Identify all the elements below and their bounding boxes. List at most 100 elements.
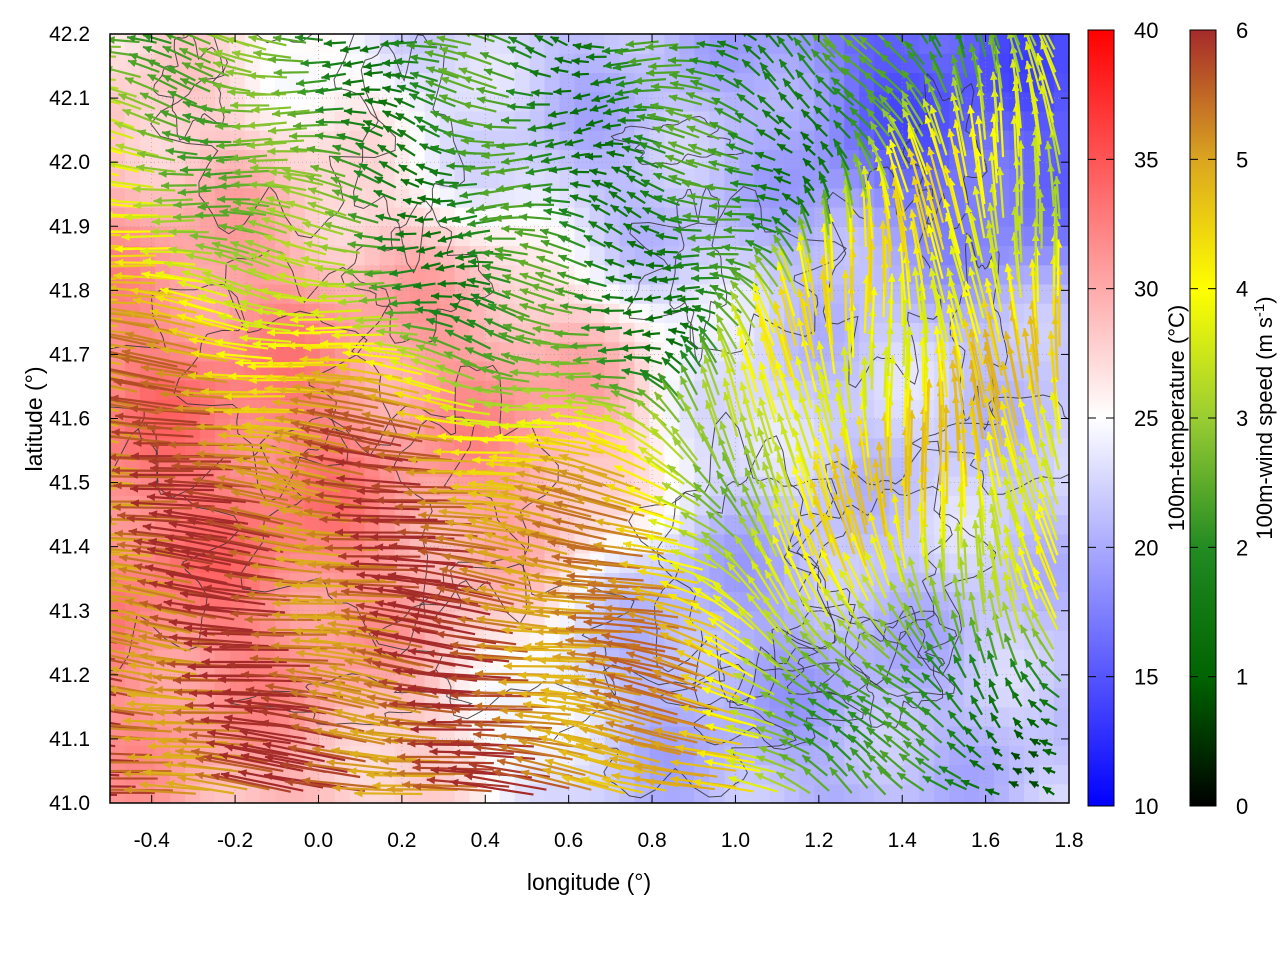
heatmap-cell (469, 34, 486, 54)
wind-arrow-head (78, 774, 86, 782)
wind-arrow-head (90, 603, 99, 611)
wind-arrow-shaft (110, 78, 116, 82)
heatmap-cell (604, 380, 621, 400)
heatmap-cell (919, 783, 935, 803)
wind-arrow-head (99, 724, 107, 732)
wind-arrow-head (82, 448, 90, 456)
wind-arrow-shaft (110, 785, 136, 788)
heatmap-cell (574, 168, 591, 189)
heatmap-cell (979, 687, 995, 708)
wind-arrow (110, 261, 117, 264)
heatmap-cell (529, 187, 546, 208)
wind-arrow-head (67, 447, 76, 455)
heatmap-cell (364, 53, 381, 74)
heatmap-cell (1054, 34, 1069, 54)
wind-arrow-head (53, 393, 62, 401)
heatmap-cell (784, 130, 800, 150)
heatmap-cell (274, 668, 291, 689)
wind-arrow-shaft (110, 254, 157, 258)
heatmap-cell (604, 322, 621, 343)
wind-arrow-head (65, 626, 74, 634)
heatmap-cell (304, 783, 321, 803)
wind-arrow-head (92, 262, 100, 270)
wind-arrow-head (37, 709, 46, 717)
heatmap-cell (424, 495, 441, 516)
heatmap-cell (1054, 726, 1069, 746)
heatmap-cell (664, 53, 681, 74)
wind-arrow-head (88, 111, 97, 118)
heatmap-cell (139, 168, 156, 189)
heatmap-cell (379, 187, 396, 208)
wind-arrow-head (71, 71, 80, 79)
heatmap-cell (289, 264, 306, 285)
wind-arrow-head (98, 733, 106, 741)
wind-arrow-head (82, 647, 91, 655)
heatmap-cell (499, 187, 516, 208)
heatmap-cell (199, 53, 216, 74)
heatmap-cell (379, 207, 396, 227)
wind-arrow-shaft (110, 640, 118, 644)
wind-arrow-head (95, 252, 103, 260)
wind-arrow-head (70, 389, 79, 397)
heatmap-cell (514, 130, 531, 150)
heatmap-cell (244, 783, 261, 803)
heatmap-cell (469, 783, 486, 803)
wind-arrow-head (54, 440, 63, 448)
heatmap-cell (889, 418, 905, 439)
heatmap-cell (679, 34, 695, 54)
heatmap-cell (214, 649, 231, 670)
heatmap-cell (634, 53, 651, 74)
heatmap-cell (574, 245, 591, 266)
heatmap-cell (1039, 764, 1055, 785)
heatmap-cell (439, 380, 456, 400)
heatmap-cell (1054, 783, 1069, 803)
wind-arrow-head (98, 482, 106, 490)
heatmap-cell (1039, 745, 1055, 766)
heatmap-cell (319, 783, 336, 803)
wind-arrow-head (71, 562, 79, 570)
heatmap-cell (1054, 687, 1069, 708)
wind-arrow-head (59, 717, 68, 725)
wind-arrow-shaft (226, 663, 310, 667)
heatmap-cell (349, 264, 366, 285)
wind-arrow-head (95, 767, 103, 775)
wind-arrow-head (86, 328, 95, 336)
wind-arrow-shaft (110, 522, 117, 526)
heatmap-cell (574, 360, 591, 381)
heatmap-cell (589, 303, 606, 323)
heatmap-cell (214, 783, 231, 803)
wind-arrow (110, 522, 117, 526)
wind-arrow-shaft (110, 136, 115, 140)
heatmap-cell (499, 783, 516, 803)
heatmap-cell (110, 380, 126, 400)
wind-arrow-head (110, 534, 111, 538)
heatmap-cell (169, 591, 186, 612)
heatmap-cell (289, 53, 306, 74)
heatmap-cell (469, 303, 486, 323)
heatmap-cell (559, 91, 576, 112)
heatmap-cell (544, 783, 561, 803)
heatmap-cell (364, 495, 381, 516)
wind-arrow (37, 709, 121, 726)
wind-arrow-head (88, 515, 96, 523)
wind-arrow-head (99, 454, 107, 462)
heatmap-cell (424, 245, 441, 266)
heatmap-cell (979, 610, 995, 631)
wind-arrow (110, 566, 117, 570)
heatmap-cell (469, 53, 486, 74)
wind-arrow-shaft (121, 737, 192, 741)
wind-arrow-head (110, 211, 113, 219)
wind-arrow-shaft (110, 773, 120, 777)
wind-arrow-head (53, 502, 61, 510)
heatmap-cell (814, 783, 830, 803)
wind-arrow-shaft (110, 709, 121, 714)
wind-arrow-shaft (147, 745, 216, 748)
heatmap-cell (154, 245, 171, 266)
wind-arrow-head (75, 263, 83, 271)
heatmap-cell (349, 110, 366, 131)
heatmap-cell (364, 149, 381, 170)
heatmap-cell (184, 168, 201, 189)
heatmap-cell (1054, 572, 1069, 593)
wind-arrow-shaft (112, 506, 192, 510)
heatmap-cell (829, 745, 845, 766)
